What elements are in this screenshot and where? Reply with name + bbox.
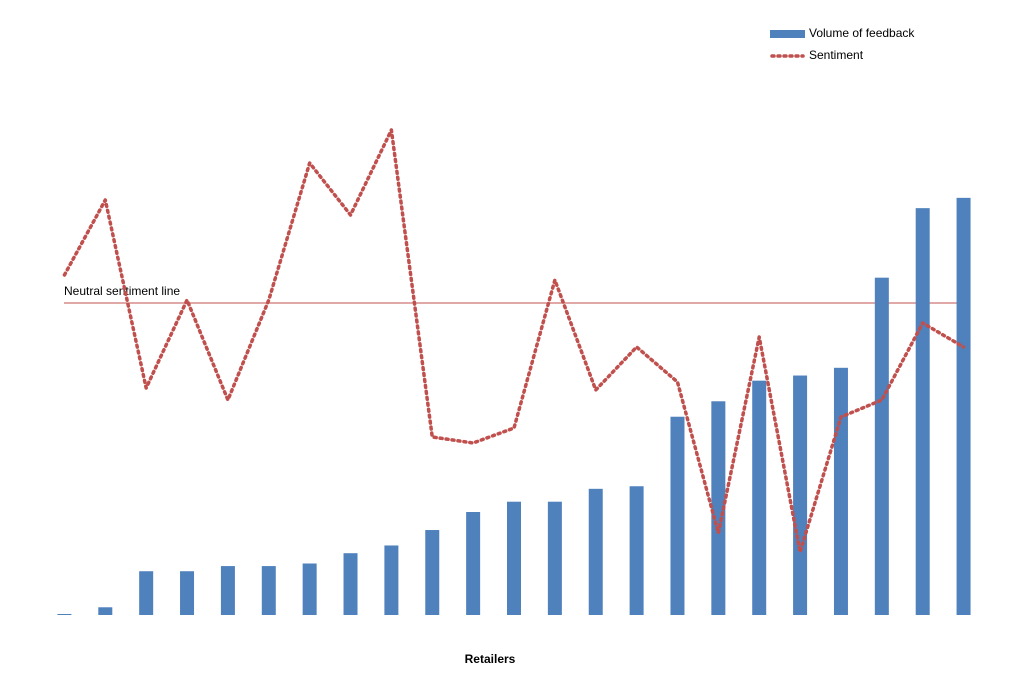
bar xyxy=(874,277,889,615)
bar xyxy=(302,563,317,615)
bar xyxy=(629,486,644,615)
bar xyxy=(220,566,235,615)
x-axis-label: Retailers xyxy=(465,652,516,666)
bar xyxy=(752,380,767,615)
bar xyxy=(57,613,72,615)
bar xyxy=(180,571,195,615)
bar xyxy=(793,375,808,615)
bar xyxy=(711,401,726,615)
bar xyxy=(384,545,399,615)
bar xyxy=(507,501,521,615)
reference-line-label: Neutral sentiment line xyxy=(64,284,180,298)
bar xyxy=(343,553,358,615)
bar xyxy=(139,571,154,615)
bar xyxy=(425,530,440,615)
bar xyxy=(915,208,930,615)
bar xyxy=(588,488,603,615)
bar xyxy=(956,197,971,615)
bar xyxy=(261,566,276,615)
bar xyxy=(547,501,562,615)
bar xyxy=(98,607,113,615)
legend-label: Volume of feedback xyxy=(809,26,915,40)
legend-swatch xyxy=(770,30,805,38)
bar xyxy=(833,367,848,615)
line xyxy=(62,128,966,554)
legend-label: Sentiment xyxy=(809,48,864,62)
bar xyxy=(466,512,481,615)
bar xyxy=(670,416,685,615)
